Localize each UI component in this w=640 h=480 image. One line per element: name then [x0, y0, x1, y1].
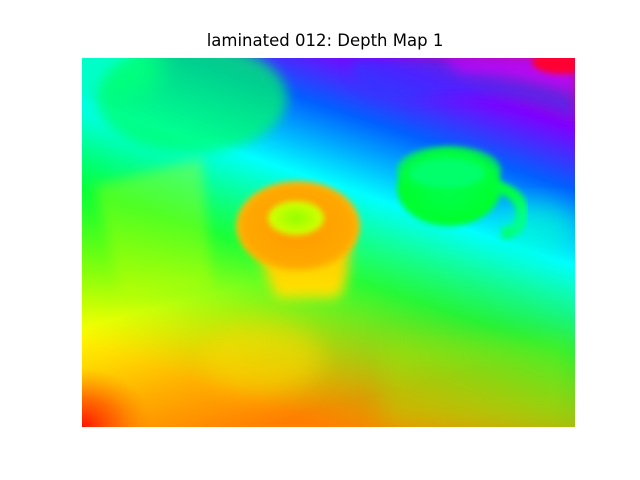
depth-map-image — [82, 58, 575, 427]
orange-cup-inner — [268, 201, 324, 235]
cup-reflection — [202, 323, 322, 393]
green-mug-inner — [409, 158, 485, 188]
bottom-right-shade — [382, 338, 575, 427]
cyan-band — [497, 203, 575, 253]
bowl-shape — [97, 58, 287, 153]
top-red-spot — [532, 58, 575, 74]
depth-map-svg — [82, 58, 575, 427]
figure-title: laminated 012: Depth Map 1 — [206, 31, 444, 50]
